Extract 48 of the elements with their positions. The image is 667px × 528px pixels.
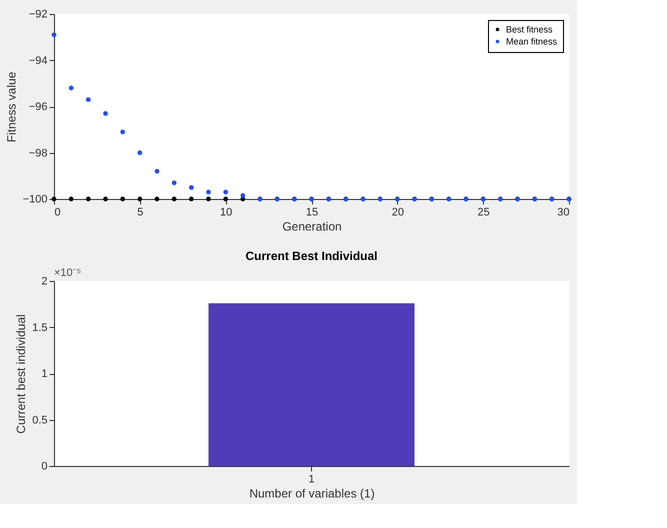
point: [223, 190, 228, 194]
point: [240, 193, 246, 198]
x-tick-label: 5: [137, 206, 144, 218]
point: [172, 196, 177, 202]
point: [86, 97, 91, 102]
y-axis-title: Fitness value: [4, 71, 19, 142]
point: [103, 111, 108, 116]
point: [206, 196, 211, 202]
y-tick-label: 1: [41, 368, 48, 380]
y-tick-label: −98: [28, 147, 48, 160]
legend-label: Mean fitness: [506, 36, 558, 46]
point: [68, 86, 74, 90]
x-tick-label: 25: [478, 206, 490, 218]
point: [103, 196, 108, 202]
y-tick-label: 0.5: [32, 414, 48, 426]
chart-title: Current Best Individual: [245, 249, 378, 263]
point: [206, 190, 211, 194]
point: [86, 196, 91, 202]
x-tick-label: 0: [54, 206, 61, 218]
y-tick-label: −92: [28, 8, 48, 20]
point: [188, 196, 194, 202]
point: [154, 196, 160, 202]
y-tick-label: −100: [22, 194, 48, 206]
y-axis-title: Current best individual: [14, 314, 28, 434]
x-tick-label: 10: [220, 206, 232, 218]
point: [52, 32, 56, 38]
x-axis-title: Generation: [282, 220, 342, 234]
x-tick-label: 30: [557, 206, 570, 218]
y-tick-label: 1.5: [32, 322, 48, 334]
point: [154, 168, 160, 174]
legend-label: Best fitness: [506, 24, 554, 34]
point: [120, 130, 126, 134]
point: [52, 196, 56, 202]
y-tick-label: 2: [41, 276, 48, 288]
y-tick-label: 0: [41, 460, 48, 472]
x-axis-title: Number of variables (1): [249, 486, 375, 500]
point: [68, 196, 74, 202]
point: [137, 196, 142, 202]
x-tick-label: 20: [392, 206, 404, 218]
point: [188, 185, 194, 190]
x-tick-label: 15: [306, 206, 318, 218]
point: [120, 196, 126, 202]
y-tick-label: −94: [28, 54, 48, 67]
y-tick-label: −96: [28, 101, 48, 113]
point: [223, 196, 228, 202]
point: [137, 150, 142, 156]
text: ×10⁻⁵: [54, 267, 82, 279]
point: [172, 180, 177, 186]
